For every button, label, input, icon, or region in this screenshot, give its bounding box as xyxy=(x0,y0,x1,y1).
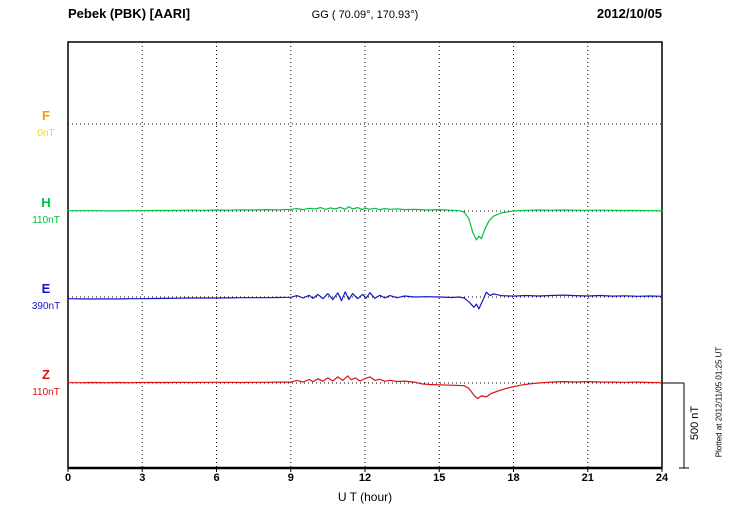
x-tick-label-21: 21 xyxy=(581,472,594,484)
plot-date: 2012/10/05 xyxy=(596,6,662,21)
plotted-at-note: Plotted at 2012/11/05 01:25 UT xyxy=(714,346,724,458)
station-title: Pebek (PBK) [AARI] xyxy=(68,6,191,21)
trace-E xyxy=(67,291,663,310)
component-F-label: F xyxy=(42,108,50,123)
component-E-baseline-value: 390nT xyxy=(31,301,61,312)
trace-Z xyxy=(67,375,663,400)
scalebar-label: 500 nT xyxy=(689,405,701,441)
component-H-label: H xyxy=(41,195,51,210)
geographic-coordinates: GG ( 70.09°, 170.93°) xyxy=(311,9,419,21)
trace-H xyxy=(67,206,663,241)
x-tick-label-15: 15 xyxy=(433,472,446,484)
x-tick-label-0: 0 xyxy=(64,472,72,484)
component-E-label: E xyxy=(41,281,51,296)
x-tick-label-24: 24 xyxy=(655,472,669,484)
component-F-baseline-value: 0nT xyxy=(37,128,55,139)
component-Z-baseline-value: 110nT xyxy=(32,387,60,398)
x-tick-label-18: 18 xyxy=(507,472,520,484)
x-tick-label-12: 12 xyxy=(358,472,372,484)
x-tick-label-3: 3 xyxy=(139,472,146,484)
x-tick-label-6: 6 xyxy=(213,472,220,484)
component-H-baseline-value: 110nT xyxy=(32,215,60,226)
x-tick-label-9: 9 xyxy=(287,472,294,484)
x-axis-label: U T (hour) xyxy=(337,490,393,504)
component-Z-label: Z xyxy=(42,367,50,382)
